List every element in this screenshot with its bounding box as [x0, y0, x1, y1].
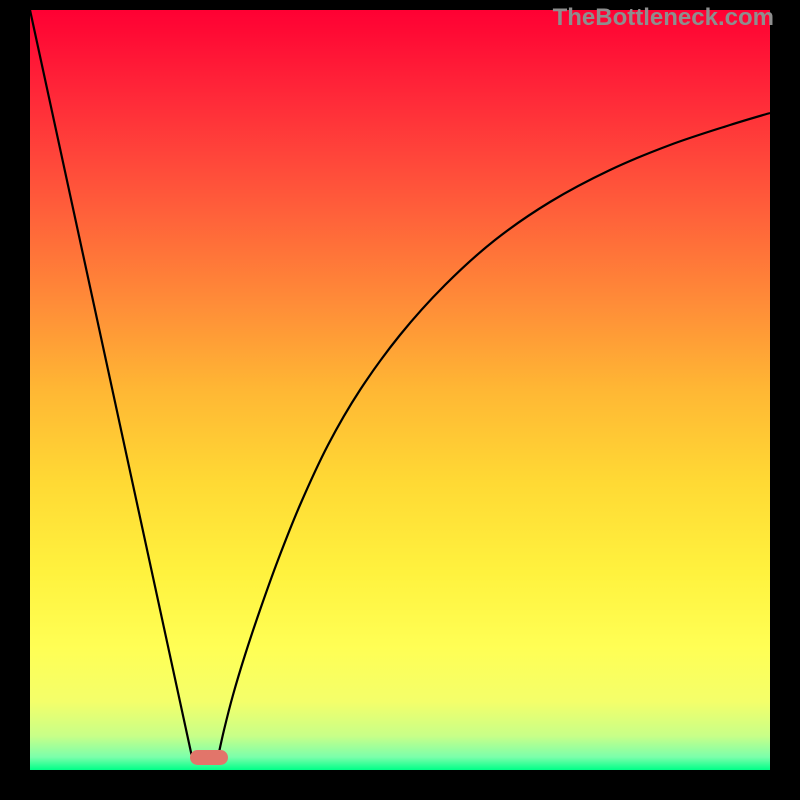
- curve-layer: [0, 0, 800, 800]
- watermark-text: TheBottleneck.com: [553, 4, 774, 32]
- chart-root: TheBottleneck.com: [0, 0, 800, 800]
- curve-left-segment: [30, 10, 192, 757]
- frame-left: [0, 0, 30, 800]
- curve-right-segment: [218, 113, 770, 757]
- frame-bottom: [0, 770, 800, 800]
- optimal-point-marker: [190, 750, 228, 765]
- frame-right: [770, 0, 800, 800]
